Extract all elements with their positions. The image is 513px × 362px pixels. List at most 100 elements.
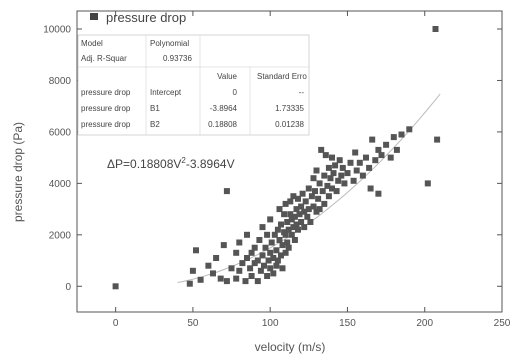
- x-tick-label: 150: [339, 318, 356, 329]
- data-point: [330, 170, 337, 177]
- stats-row-series: pressure drop: [81, 88, 131, 97]
- data-point: [338, 172, 345, 179]
- fit-equation-exponent: 2: [181, 156, 186, 165]
- data-point: [295, 226, 301, 233]
- data-point: [325, 193, 332, 200]
- data-point: [186, 280, 193, 287]
- stats-column-value: Value: [217, 72, 237, 81]
- stats-row-value: -3.8964: [210, 104, 238, 113]
- data-point: [282, 200, 289, 207]
- data-point: [305, 206, 312, 213]
- fit-equation: ΔP=0.18808V2-3.8964V: [107, 156, 235, 171]
- data-point: [268, 239, 275, 246]
- stats-row-series: pressure drop: [81, 104, 131, 113]
- data-point: [291, 213, 298, 220]
- data-point: [287, 198, 294, 205]
- data-point: [261, 262, 267, 269]
- stats-row-param: B2: [150, 120, 160, 129]
- data-point: [366, 164, 373, 171]
- stats-row-error: 1.73335: [275, 104, 304, 113]
- data-point: [278, 252, 284, 259]
- data-point: [393, 146, 400, 153]
- data-point: [383, 141, 390, 148]
- data-point: [279, 242, 286, 249]
- data-point: [193, 247, 199, 254]
- data-point: [295, 195, 301, 202]
- data-point: [244, 255, 250, 261]
- data-point: [270, 255, 277, 261]
- data-point: [353, 167, 360, 174]
- stats-row-error: --: [299, 88, 305, 97]
- data-point: [313, 167, 320, 174]
- data-point: [270, 270, 277, 277]
- legend-label: pressure drop: [106, 10, 186, 25]
- data-point: [333, 188, 340, 195]
- data-point: [287, 211, 294, 218]
- data-point: [254, 257, 261, 264]
- data-point: [267, 249, 274, 256]
- data-point: [247, 265, 254, 272]
- data-point: [259, 252, 266, 259]
- data-point: [265, 257, 272, 264]
- data-point: [316, 180, 323, 187]
- data-point: [372, 157, 379, 164]
- data-point: [251, 260, 258, 267]
- data-point: [319, 188, 326, 195]
- legend-marker: [90, 13, 98, 20]
- data-point: [239, 260, 246, 267]
- data-point: [367, 185, 374, 192]
- data-point: [282, 231, 289, 238]
- stats-r2-value: 0.93736: [163, 54, 192, 63]
- data-point: [347, 159, 354, 166]
- data-point: [264, 273, 271, 279]
- y-axis-title: pressure drop (Pa): [11, 122, 25, 222]
- data-point: [284, 239, 291, 246]
- data-point: [285, 226, 292, 233]
- data-point: [325, 164, 332, 171]
- data-point: [344, 170, 351, 177]
- stats-row-series: pressure drop: [81, 120, 131, 129]
- data-point: [220, 242, 227, 249]
- data-point: [290, 193, 297, 200]
- data-point: [406, 126, 413, 133]
- data-point: [336, 157, 343, 164]
- data-point: [375, 146, 382, 153]
- data-point: [324, 182, 331, 189]
- data-point: [288, 231, 295, 238]
- data-point: [310, 203, 317, 210]
- stats-row-error: 0.01238: [275, 120, 304, 129]
- data-point: [257, 267, 264, 274]
- data-point: [254, 278, 261, 285]
- data-point: [236, 267, 243, 274]
- data-point: [284, 219, 291, 225]
- data-point: [307, 219, 314, 225]
- y-tick-label: 0: [65, 282, 71, 293]
- data-point: [228, 265, 235, 272]
- data-point: [339, 164, 346, 171]
- data-point: [298, 219, 305, 225]
- data-point: [321, 200, 328, 207]
- data-point: [316, 206, 323, 213]
- data-point: [387, 154, 394, 161]
- stats-row-param: B1: [150, 104, 160, 113]
- fit-stats-table: Model Polynomial Adj. R-Squar 0.93736 Va…: [77, 34, 310, 136]
- data-point: [304, 213, 311, 220]
- data-point: [301, 208, 308, 215]
- data-point: [273, 262, 280, 269]
- data-point: [293, 206, 300, 213]
- data-point: [369, 136, 376, 143]
- data-point: [359, 172, 366, 179]
- x-tick-label: 250: [494, 318, 511, 329]
- data-point: [223, 188, 230, 195]
- data-point: [285, 244, 292, 251]
- data-point: [233, 249, 240, 256]
- data-point: [329, 185, 335, 192]
- stats-model-label: Model: [81, 39, 103, 48]
- data-point: [308, 193, 315, 200]
- x-tick-label: 0: [113, 318, 119, 329]
- data-point: [327, 175, 334, 182]
- data-point: [205, 262, 212, 269]
- data-point: [197, 276, 204, 283]
- stats-row-value: 0: [233, 88, 238, 97]
- stats-row-param: Intercept: [150, 88, 182, 97]
